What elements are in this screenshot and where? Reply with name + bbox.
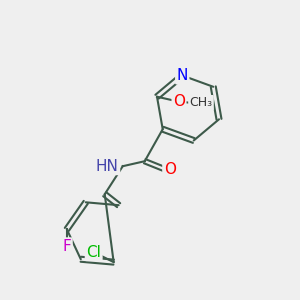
Text: O: O [173,94,185,109]
Text: O: O [164,162,176,177]
Text: N: N [177,68,188,83]
Text: F: F [62,239,71,254]
Text: Cl: Cl [86,244,101,260]
Text: HN: HN [96,159,119,174]
Text: CH₃: CH₃ [189,96,213,109]
